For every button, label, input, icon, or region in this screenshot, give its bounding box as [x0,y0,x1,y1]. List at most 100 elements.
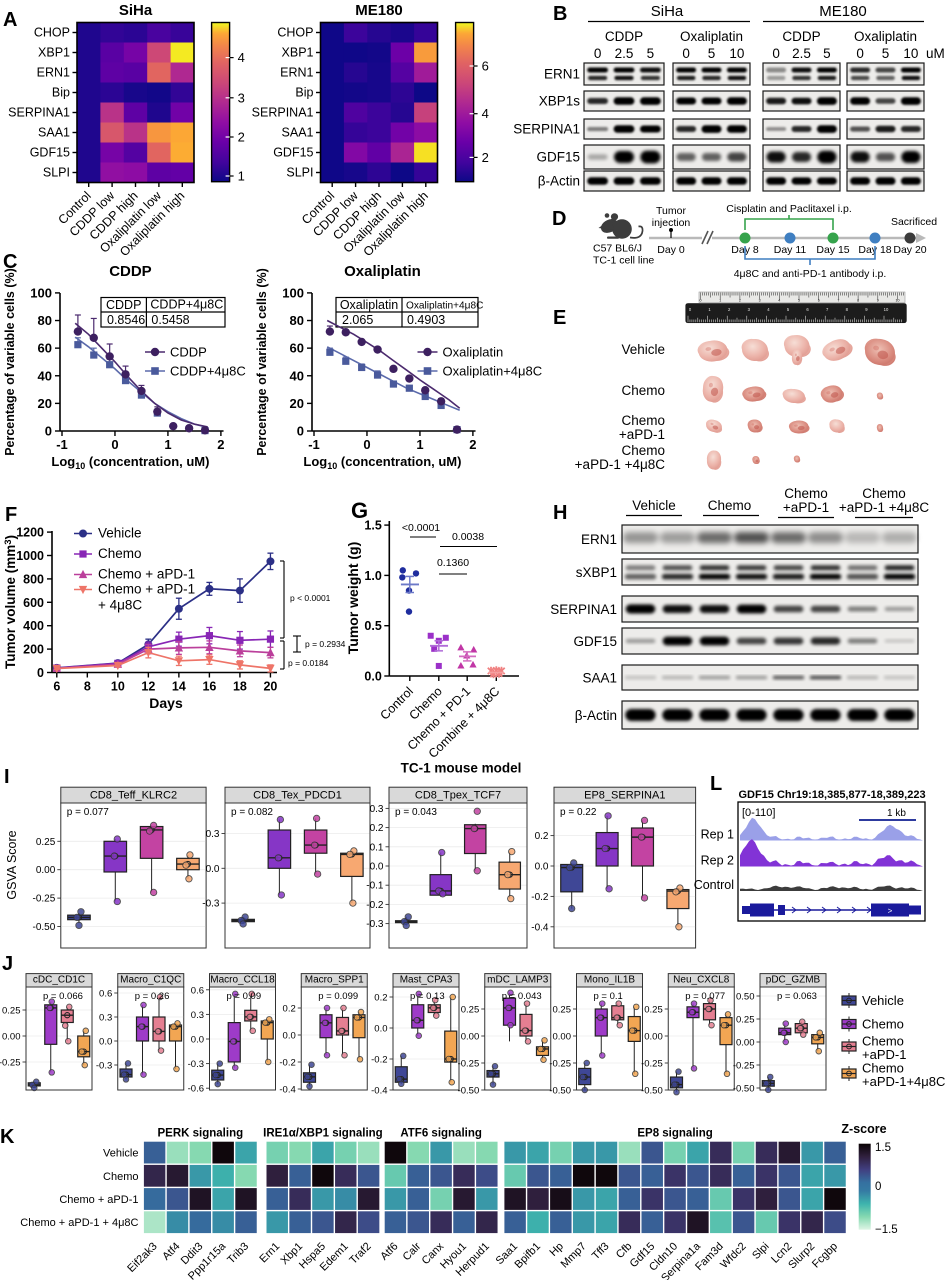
svg-text:Day 15: Day 15 [816,244,849,256]
svg-text:0.0: 0.0 [535,862,549,873]
svg-text:Oxaliplatin: Oxaliplatin [344,263,421,280]
svg-text:2: 2 [728,307,731,312]
svg-text:SERPINA1: SERPINA1 [252,106,314,120]
svg-text:5: 5 [787,307,790,312]
svg-text:SiHa: SiHa [651,3,684,20]
svg-text:2: 2 [217,437,224,452]
svg-text:0.00: 0.00 [553,1032,572,1043]
svg-text:1: 1 [164,437,171,452]
svg-text:Neu_CXCL8: Neu_CXCL8 [673,975,730,986]
svg-text:-0.4: -0.4 [279,1085,295,1096]
svg-text:ATF6 signaling: ATF6 signaling [400,1128,482,1140]
svg-text:0.2: 0.2 [370,823,384,834]
svg-text:-0.4: -0.4 [371,1086,387,1097]
svg-text:0.1: 0.1 [370,842,384,853]
svg-text:0.0: 0.0 [370,862,384,873]
svg-text:-0.25: -0.25 [33,894,56,905]
svg-text:100: 100 [282,285,304,300]
svg-text:Chemo: Chemo [862,1061,904,1076]
svg-text:ERN1: ERN1 [37,66,70,80]
svg-text:CD8_Tpex_TCF7: CD8_Tpex_TCF7 [415,790,501,802]
svg-text:Tumor: Tumor [656,205,686,217]
svg-text:0: 0 [875,1181,881,1193]
svg-text:5: 5 [798,299,800,303]
svg-text:ERN1: ERN1 [544,67,580,82]
svg-text:Sacrificed: Sacrificed [891,216,937,228]
svg-text:Chemo: Chemo [621,443,665,458]
svg-text:Control: Control [694,878,734,892]
svg-text:F: F [5,504,17,526]
svg-text:-0.1: -0.1 [366,881,384,892]
svg-text:Percentage of variable cells (: Percentage of variable cells (%) [255,268,269,456]
svg-text:GDF15: GDF15 [273,146,313,160]
svg-text:4: 4 [238,50,245,65]
svg-text:Chemo: Chemo [103,1171,138,1183]
svg-text:p < 0.0001: p < 0.0001 [290,593,331,603]
svg-text:-0.50: -0.50 [733,1084,755,1095]
svg-text:Oxaliplatin: Oxaliplatin [443,345,504,360]
svg-text:Percentage of variable cells (: Percentage of variable cells (%) [3,268,17,456]
svg-text:Vehicle: Vehicle [862,993,904,1008]
svg-text:SAA1: SAA1 [38,126,70,140]
svg-text:p = 0.077: p = 0.077 [685,991,725,1002]
svg-text:Chemo: Chemo [862,486,906,501]
svg-text:-1: -1 [56,437,68,452]
svg-text:+ 4μ8C: + 4μ8C [98,598,142,613]
svg-text:I: I [4,766,10,788]
svg-text:Chemo: Chemo [708,498,752,513]
svg-text:XBP1: XBP1 [38,46,70,60]
svg-text:β-Actin: β-Actin [538,174,580,189]
svg-text:p = 0.0184: p = 0.0184 [288,658,329,668]
svg-text:0.0: 0.0 [191,1035,204,1046]
svg-text:p = 0.043: p = 0.043 [395,807,437,818]
svg-text:CDDP: CDDP [170,345,207,360]
svg-text:-0.25: -0.25 [641,1059,663,1070]
svg-text:0.0: 0.0 [206,864,220,875]
svg-text:0: 0 [856,46,864,61]
svg-text:6: 6 [806,307,809,312]
svg-text:1.5: 1.5 [875,1142,891,1154]
svg-text:Vehicle: Vehicle [632,498,676,513]
svg-text:2.065: 2.065 [342,313,373,327]
svg-text:-0.50: -0.50 [458,1086,480,1097]
svg-text:p = 0.043: p = 0.043 [502,991,542,1002]
svg-text:7: 7 [826,307,829,312]
svg-text:Days: Days [149,695,183,711]
svg-text:CHOP: CHOP [34,26,70,40]
svg-text:PERK signaling: PERK signaling [158,1128,244,1140]
svg-text:2.5: 2.5 [792,46,811,61]
svg-text:0.25: 0.25 [736,1015,755,1026]
svg-text:ERN1: ERN1 [581,532,617,547]
svg-text:60: 60 [38,341,52,356]
svg-text:-0.3: -0.3 [202,899,220,910]
svg-text:0.5458: 0.5458 [151,313,189,327]
svg-text:p = 0.1: p = 0.1 [594,991,623,1002]
svg-text:0.00: 0.00 [644,1032,663,1043]
svg-text:Bip: Bip [295,86,313,100]
svg-text:SAA1: SAA1 [282,126,314,140]
svg-text:0.5: 0.5 [364,619,381,633]
svg-text:14: 14 [172,680,186,694]
svg-text:SERPINA1: SERPINA1 [513,122,580,137]
svg-text:EP8_SERPINA1: EP8_SERPINA1 [584,790,665,802]
svg-text:Chemo: Chemo [862,1017,904,1032]
svg-text:40: 40 [38,368,52,383]
svg-text:3: 3 [748,307,751,312]
svg-text:1200: 1200 [16,526,44,540]
svg-text:200: 200 [23,643,44,657]
svg-text:12: 12 [141,680,155,694]
svg-text:9: 9 [865,307,868,312]
svg-text:XBP1: XBP1 [282,46,314,60]
svg-text:2: 2 [238,130,245,145]
svg-text:0.25: 0.25 [36,837,56,848]
svg-text:-0.50: -0.50 [549,1086,571,1097]
svg-text:TC-1 cell line: TC-1 cell line [593,255,654,267]
svg-text:CDDP: CDDP [106,298,141,312]
svg-text:−1.5: −1.5 [875,1224,898,1236]
svg-text:5: 5 [708,46,716,61]
svg-text:0.0: 0.0 [364,670,381,684]
svg-text:CDDP: CDDP [782,29,820,44]
svg-text:0.1360: 0.1360 [437,557,469,569]
svg-text:CDDP: CDDP [605,29,643,44]
svg-text:5: 5 [882,46,890,61]
